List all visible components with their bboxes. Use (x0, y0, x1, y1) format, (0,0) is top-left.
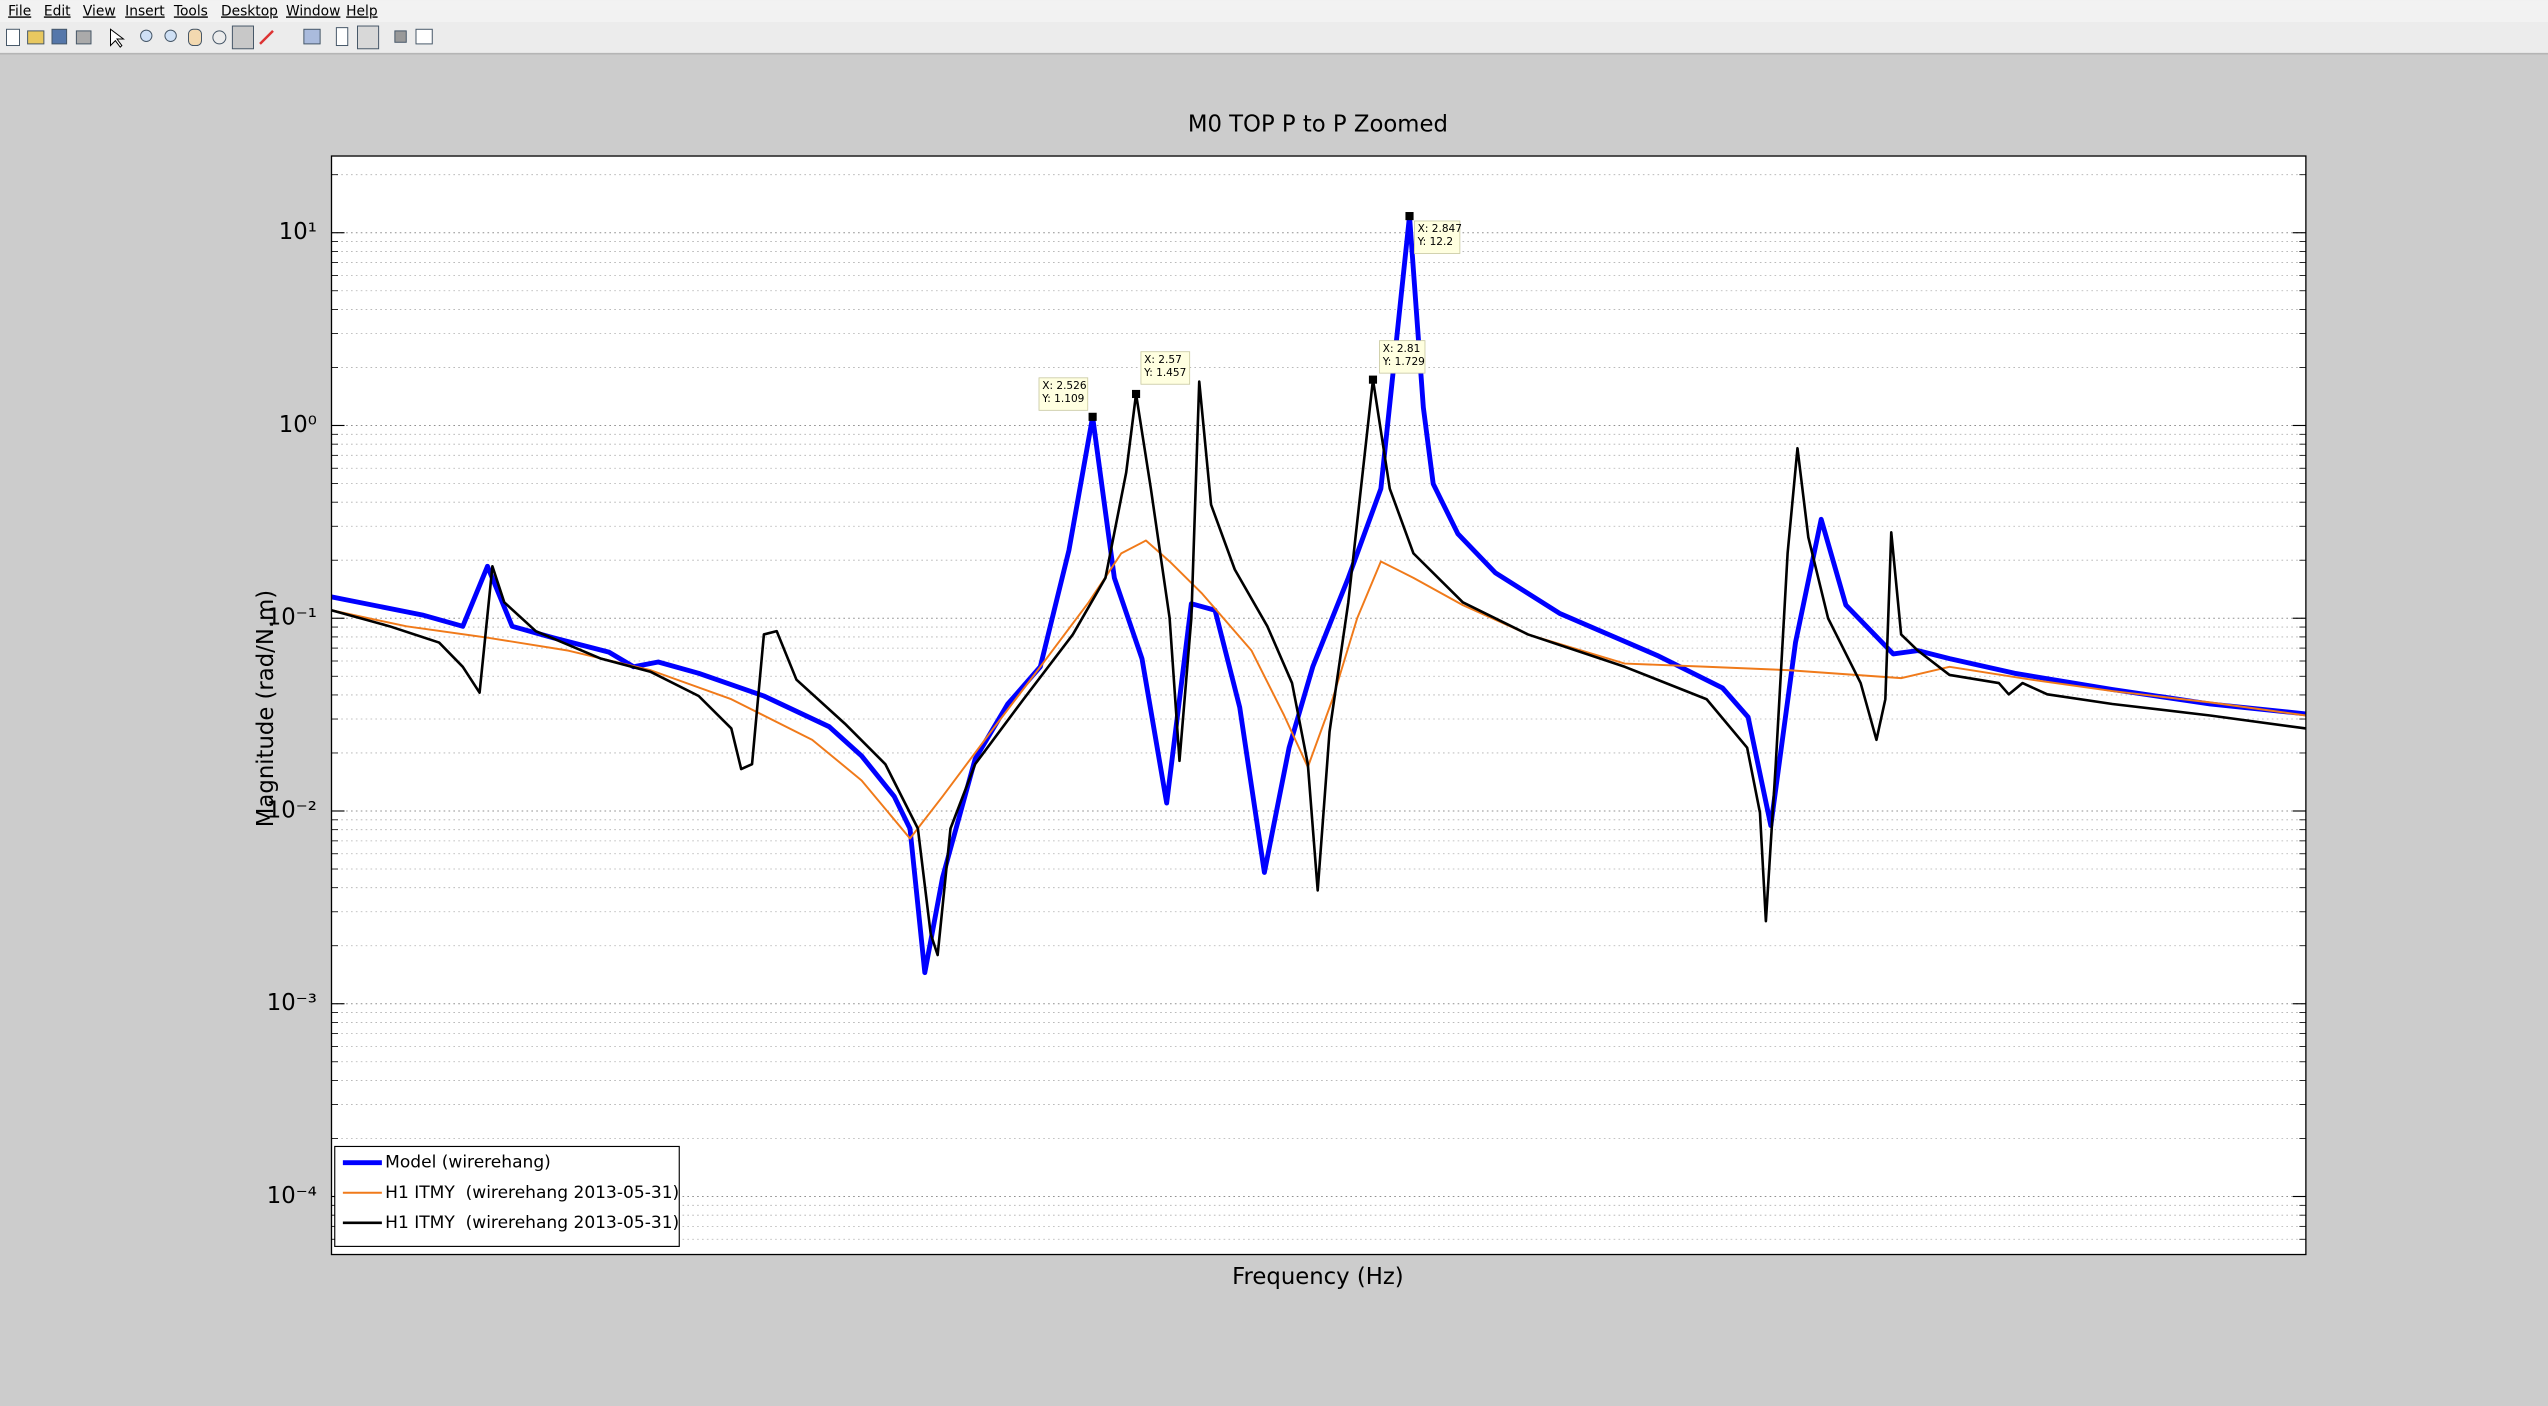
y-tick-label: 10⁻⁴ (267, 1183, 317, 1209)
y-tick-label: 10⁻³ (267, 990, 317, 1016)
y-tick-label: 10⁰ (279, 412, 317, 438)
data-tip-text: Y: 12.2 (1417, 236, 1453, 248)
menu-item[interactable]: Edit (44, 3, 71, 19)
data-tip-box (1413, 220, 1461, 254)
toolbar-icons (6, 25, 433, 50)
toolbar (0, 22, 2548, 54)
datacursor-icon[interactable] (231, 25, 254, 50)
data-tip-text: Y: 1.109 (1041, 393, 1084, 405)
menu-item[interactable]: View (83, 3, 116, 19)
y-axis-label: Magnitude (rad/N.m) (253, 590, 279, 827)
print-icon[interactable] (75, 30, 92, 45)
axes-frame (330, 155, 2307, 1256)
zoom-in-icon[interactable] (140, 29, 153, 42)
data-tip-text: X: 2.847 (1418, 223, 1462, 235)
data-tip-marker (1368, 375, 1378, 384)
menu-item[interactable]: File (8, 3, 31, 19)
data-tip-marker (1088, 412, 1097, 421)
data-tip-box (1379, 340, 1426, 374)
data-tip-text: Y: 1.729 (1382, 356, 1425, 368)
data-tip-text: X: 2.526 (1042, 380, 1087, 392)
series-line (331, 378, 2306, 957)
brush-icon[interactable] (259, 30, 274, 45)
data-tip-box (1038, 377, 1089, 411)
pan-icon[interactable] (188, 28, 202, 47)
data-tip-text: Y: 1.457 (1143, 367, 1186, 379)
legend-label: Model (wirerehang) (385, 1153, 551, 1173)
data-tip-text: X: 2.81 (1383, 343, 1421, 355)
open-icon[interactable] (27, 30, 45, 45)
legend-box[interactable] (334, 1145, 680, 1247)
x-axis-label: Frequency (Hz) (1232, 1264, 1404, 1290)
plot-area (331, 156, 2306, 1255)
series-line (331, 539, 2306, 840)
series-line (331, 213, 2306, 976)
rotate-icon[interactable] (212, 30, 227, 45)
legend-label: H1 ITMY (wirerehang 2013-05-31) (385, 1213, 679, 1233)
menu-item[interactable]: Help (346, 3, 377, 19)
data-tip-marker (1131, 389, 1141, 399)
new-icon[interactable] (6, 28, 20, 47)
link-icon[interactable] (303, 28, 321, 45)
menu-bar (0, 0, 2548, 23)
menu-item[interactable]: Window (286, 3, 340, 19)
y-tick-label: 10⁻² (267, 797, 317, 823)
data-tip-box (1140, 351, 1191, 385)
zoom-out-icon[interactable] (164, 29, 177, 42)
data-tip-marker (1405, 212, 1414, 221)
y-tick-label: 10¹ (279, 219, 317, 245)
hide-tools-icon[interactable] (394, 30, 407, 43)
show-tools-icon[interactable] (415, 28, 433, 45)
legend-label: H1 ITMY (wirerehang 2013-05-31) (385, 1183, 679, 1203)
colorbar-icon[interactable] (335, 27, 349, 47)
menu-item[interactable]: Insert (125, 3, 165, 19)
menu-item[interactable]: Tools (173, 3, 208, 19)
y-tick-label: 10⁻¹ (267, 605, 317, 631)
menu-item[interactable]: Desktop (221, 3, 278, 19)
legend-icon[interactable] (357, 25, 380, 50)
chart-title: M0 TOP P to P Zoomed (1188, 112, 1448, 138)
data-tip-text: X: 2.57 (1144, 354, 1182, 366)
save-icon[interactable] (51, 28, 68, 45)
pointer-icon[interactable] (110, 28, 125, 48)
